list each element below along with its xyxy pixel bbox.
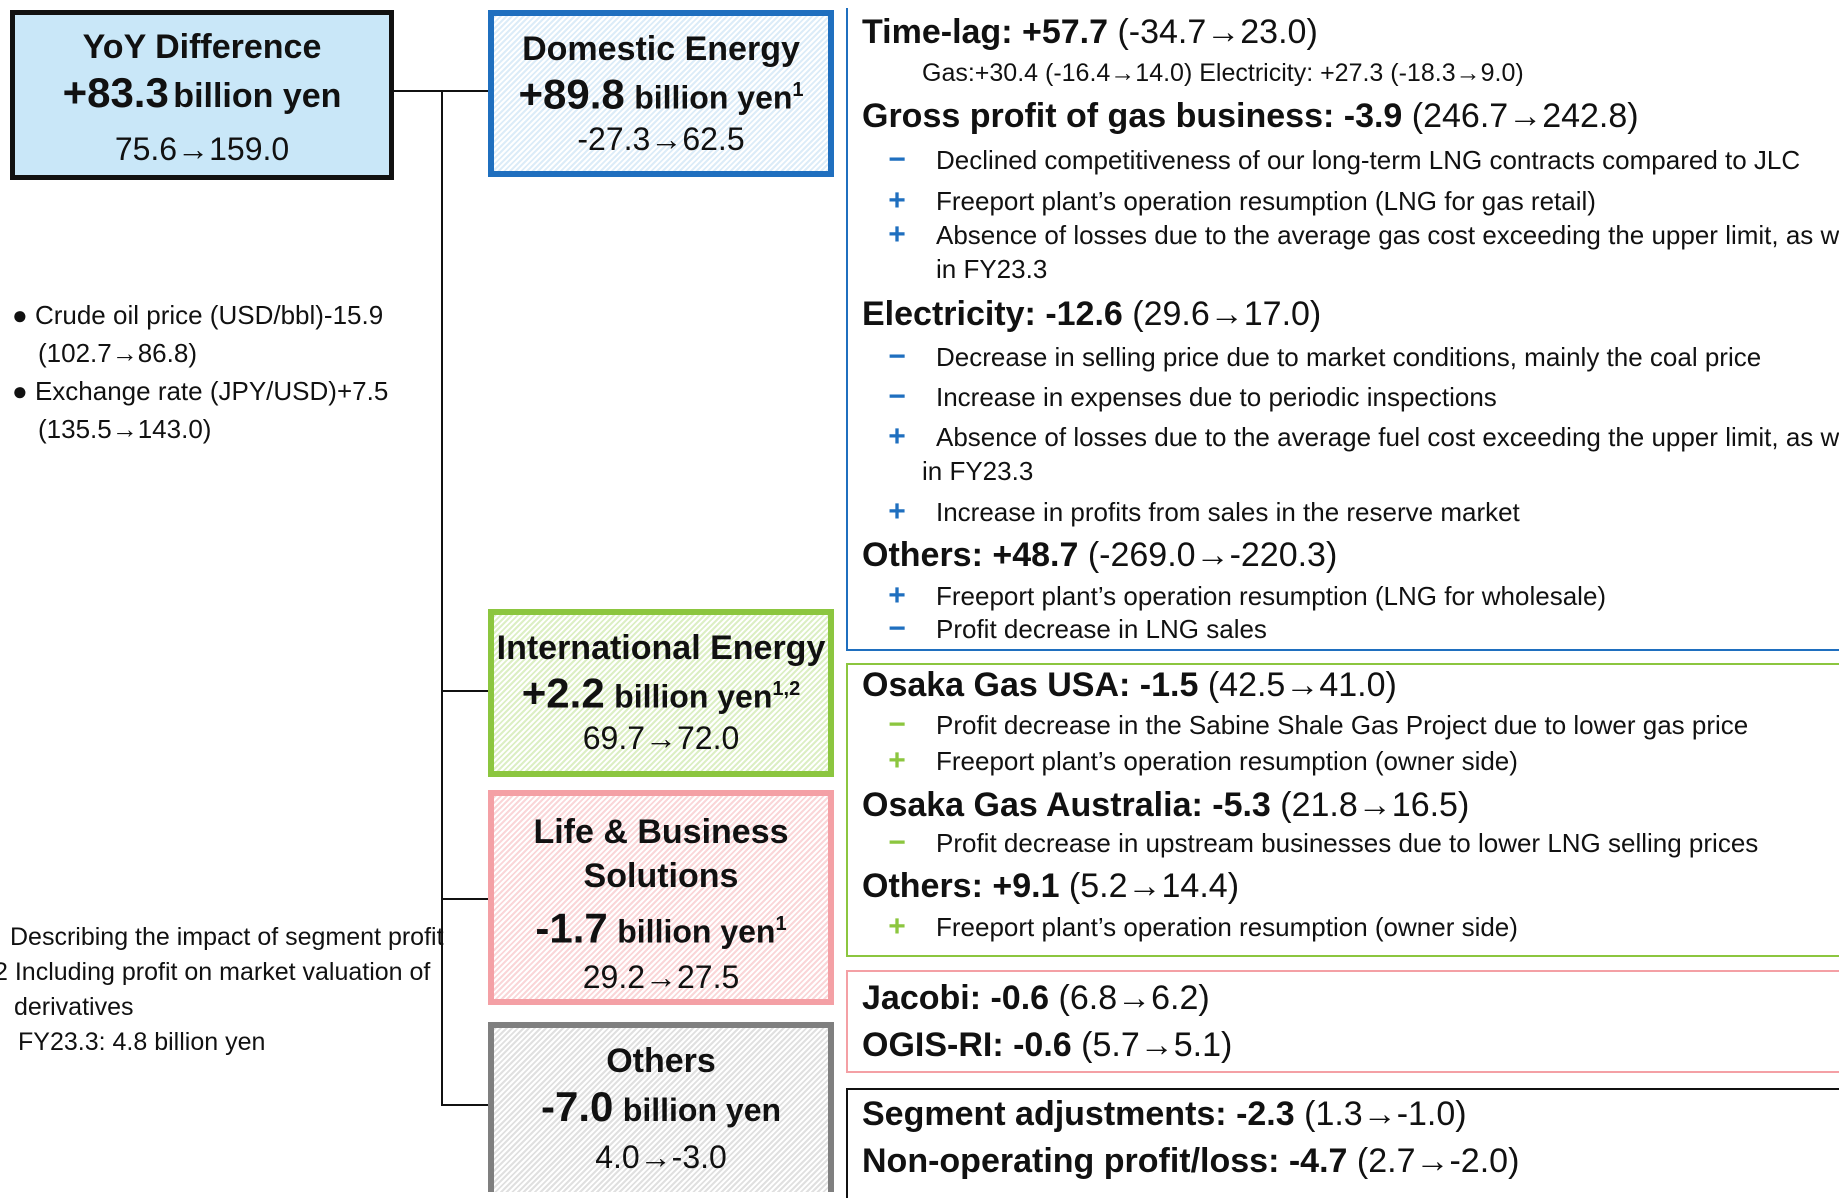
life-detail-panel (846, 970, 1839, 1073)
footnote-2-fy: FY23.3: 4.8 billion yen (18, 1028, 266, 1056)
plus-icon: + (888, 744, 906, 777)
non-operating-header: Non-operating profit/loss: -4.7 (2.7→-2.… (862, 1142, 1520, 1180)
total-unit: billion yen (173, 77, 342, 115)
bullet-icon: ● (12, 376, 28, 406)
macro-item-fx: ● Exchange rate (JPY/USD)+7.5 (12, 376, 389, 406)
plus-icon: + (888, 184, 906, 217)
bullet-icon: ● (12, 300, 28, 330)
osaka-gas-australia-header: Osaka Gas Australia: -5.3 (21.8→16.5) (862, 786, 1470, 824)
plus-icon: + (888, 579, 906, 612)
gas-business-header: Gross profit of gas business: -3.9 (246.… (862, 97, 1639, 135)
total-value: +83.3 (62, 69, 169, 116)
jacobi-header: Jacobi: -0.6 (6.8→6.2) (862, 979, 1210, 1017)
electricity-header: Electricity: -12.6 (29.6→17.0) (862, 295, 1322, 333)
international-detail-panel (846, 663, 1839, 957)
macro-item-oil-range: (102.7→86.8) (38, 338, 197, 368)
electricity-item-3-cont: in FY23.3 (922, 456, 1034, 486)
total-title: YoY Difference (82, 28, 322, 66)
macro-item-oil: ● Crude oil price (USD/bbl)-15.9 (12, 300, 384, 330)
connector-trunk-h (394, 90, 441, 92)
segment-domestic-energy: Domestic Energy +89.8 billion yen1 -27.3… (488, 10, 834, 177)
connector-life (441, 898, 488, 900)
connector-domestic (441, 90, 488, 92)
minus-icon: − (888, 708, 906, 741)
minus-icon: − (888, 612, 906, 645)
footnote-2-cont: derivatives (14, 993, 134, 1021)
segment-others: Others -7.0 billion yen 4.0→-3.0 (488, 1022, 834, 1192)
minus-icon: − (888, 143, 906, 176)
footnote-1: Describing the impact of segment profit (10, 923, 444, 951)
minus-icon: − (888, 380, 906, 413)
segment-adjustments-header: Segment adjustments: -2.3 (1.3→-1.0) (862, 1095, 1467, 1133)
timelag-breakdown: Gas:+30.4 (-16.4→14.0) Electricity: +27.… (922, 59, 1524, 87)
others-detail-panel (846, 1088, 1839, 1198)
timelag-header: Time-lag: +57.7 (-34.7→23.0) (862, 13, 1318, 51)
connector-others (441, 1104, 488, 1106)
total-box: YoY Difference +83.3 billion yen 75.6→15… (10, 10, 394, 180)
international-others-header: Others: +9.1 (5.2→14.4) (862, 867, 1240, 905)
plus-icon: + (888, 420, 906, 453)
domestic-detail-panel (846, 8, 1839, 651)
segment-international-energy: International Energy +2.2 billion yen1,2… (488, 609, 834, 777)
macro-item-fx-range: (135.5→143.0) (38, 414, 212, 444)
gas-item-3-cont: in FY23.3 (936, 254, 1048, 284)
plus-icon: + (888, 218, 906, 251)
connector-international (441, 690, 488, 692)
footnote-2: 2 Including profit on market valuation o… (0, 958, 431, 986)
minus-icon: − (888, 826, 906, 859)
segment-life-business: Life & Business Solutions -1.7 billion y… (488, 790, 834, 1005)
connector-trunk-v (441, 90, 443, 1106)
total-range: 75.6→159.0 (114, 131, 290, 167)
plus-icon: + (888, 910, 906, 943)
plus-icon: + (888, 495, 906, 528)
ogis-ri-header: OGIS-RI: -0.6 (5.7→5.1) (862, 1026, 1233, 1064)
minus-icon: − (888, 340, 906, 373)
osaka-gas-usa-header: Osaka Gas USA: -1.5 (42.5→41.0) (862, 666, 1397, 704)
domestic-others-header: Others: +48.7 (-269.0→-220.3) (862, 536, 1338, 574)
